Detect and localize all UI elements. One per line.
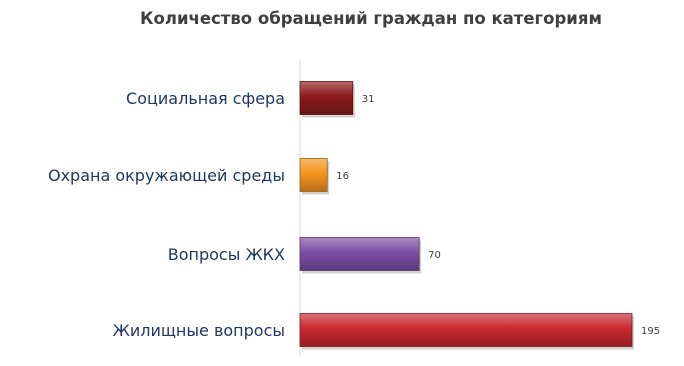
value-label: 195 (641, 326, 660, 337)
chart-title: Количество обращений граждан по категори… (140, 9, 602, 28)
bar (299, 81, 354, 115)
value-label: 16 (336, 171, 349, 182)
category-label: Вопросы ЖКХ (168, 245, 285, 264)
category-label: Охрана окружающей среды (48, 166, 285, 185)
bar (299, 237, 420, 271)
category-label: Жилищные вопросы (113, 321, 285, 340)
bar (299, 313, 633, 347)
value-label: 70 (428, 250, 441, 261)
bar (299, 158, 328, 192)
value-label: 31 (362, 94, 375, 105)
category-label: Социальная сфера (126, 89, 285, 108)
